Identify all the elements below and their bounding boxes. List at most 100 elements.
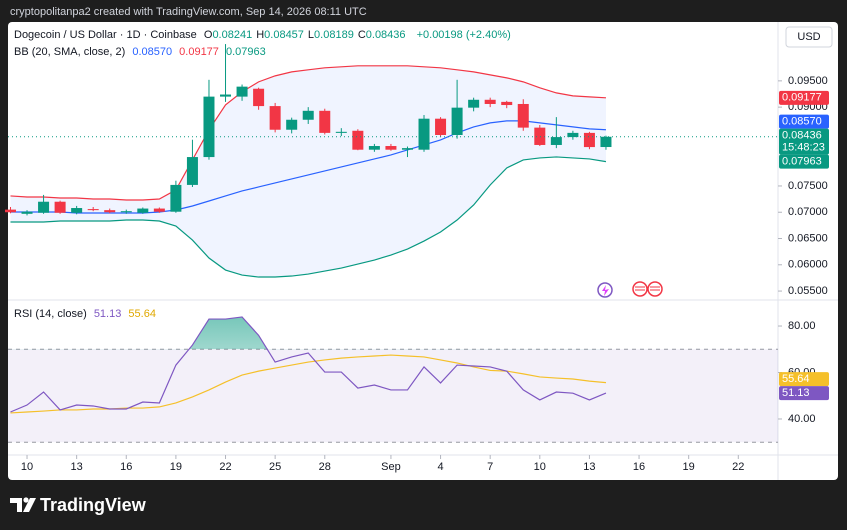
candle-body	[137, 208, 149, 213]
x-tick-label: 16	[120, 461, 132, 473]
top-bar: cryptopolitanpa2 created with TradingVie…	[10, 6, 367, 18]
x-tick-label: 22	[219, 461, 231, 473]
ohlc-key: O	[203, 29, 213, 41]
x-tick-label: 13	[71, 461, 83, 473]
candle-body	[120, 211, 132, 213]
y-tick-label: 0.07000	[788, 206, 828, 218]
y-tick-label: 40.00	[788, 413, 816, 425]
price-badge-label: 55.64	[782, 373, 810, 385]
price-badge-label: 0.08436	[782, 130, 822, 142]
bb-upper-readout: 0.09177	[179, 46, 219, 58]
brand-name: TradingView	[40, 495, 147, 515]
candle-body	[253, 88, 265, 107]
symbol-legend: Dogecoin / US Dollar · 1D · Coinbase O0.…	[14, 29, 515, 41]
candle-body	[220, 94, 232, 97]
chart-panel	[8, 22, 838, 480]
x-tick-label: 10	[534, 461, 546, 473]
candle-body	[401, 148, 413, 150]
price-badge-label: 0.09177	[782, 92, 822, 104]
x-tick-label: 22	[732, 461, 744, 473]
ohlc-readout: O0.08241 H0.08457 L0.08189 C0.08436	[204, 29, 410, 41]
candle-body	[583, 132, 595, 148]
x-tick-label: Sep	[381, 461, 401, 473]
price-badge	[779, 372, 829, 387]
candle-body	[269, 106, 281, 130]
price-badge-time: 15:48:23	[782, 142, 825, 154]
band-line	[10, 65, 607, 201]
x-tick-label: 16	[633, 461, 645, 473]
brand-logo	[10, 497, 36, 512]
events-icons[interactable]	[597, 281, 663, 298]
candle-body	[534, 127, 546, 145]
currency-button[interactable]	[785, 26, 833, 48]
candle-body	[153, 208, 165, 212]
currency-label[interactable]: USD	[797, 31, 820, 43]
band-line	[10, 156, 607, 278]
x-tick-label: 13	[583, 461, 595, 473]
candle-body	[335, 131, 347, 133]
x-tick-label: 4	[437, 461, 443, 473]
rsi-title: RSI (14, close)	[14, 308, 87, 320]
candle-body	[87, 209, 99, 211]
candle-body	[170, 184, 182, 212]
candle-body	[451, 107, 463, 135]
ohlc-value: 0.08457	[264, 29, 304, 41]
candle-body	[4, 209, 16, 213]
bb-lower-readout: 0.07963	[225, 46, 266, 58]
ohlc-key: C	[357, 29, 366, 41]
candle-body	[517, 103, 529, 128]
x-tick-label: 19	[683, 461, 695, 473]
ohlc-value: 0.08189	[314, 29, 354, 41]
candle-body	[501, 101, 513, 106]
candle-body	[368, 146, 380, 150]
price-badge	[779, 386, 829, 401]
x-tick-label: 7	[487, 461, 493, 473]
candle-body	[286, 119, 298, 130]
candle-body	[186, 157, 198, 185]
price-badge	[779, 114, 829, 129]
ohlc-value: 0.08436	[365, 29, 406, 41]
rsi-line	[10, 316, 607, 413]
candle-body	[203, 96, 215, 158]
candle-body	[71, 208, 83, 213]
price-badge	[779, 90, 829, 105]
x-tick-label: 19	[170, 461, 182, 473]
candle-body	[385, 146, 397, 150]
x-tick-label: 25	[269, 461, 281, 473]
candle-body	[468, 99, 480, 108]
rsi-legend: RSI (14, close) 51.13 55.64	[14, 308, 160, 320]
price-badge	[779, 154, 829, 169]
candle-body	[418, 118, 430, 150]
rsi-ma-readout: 55.64	[128, 308, 156, 320]
x-tick-label: 10	[21, 461, 33, 473]
y-tick-label: 0.06500	[788, 232, 828, 244]
bb-title: BB (20, SMA, close, 2)	[14, 46, 126, 58]
bb-legend: BB (20, SMA, close, 2) 0.08570 0.09177 0…	[14, 46, 270, 58]
y-tick-label: 0.07500	[788, 180, 828, 192]
candle-body	[484, 99, 496, 104]
y-tick-label: 80.00	[788, 320, 816, 332]
price-badge	[779, 128, 829, 155]
change-readout: +0.00198 (+2.40%)	[416, 29, 511, 41]
ohlc-value: 0.08241	[212, 29, 253, 41]
y-tick-label: 0.05500	[788, 285, 828, 297]
y-tick-label: 0.09500	[788, 75, 828, 87]
candle-body	[567, 132, 579, 138]
candle-body	[435, 118, 447, 135]
bb-basis-readout: 0.08570	[132, 46, 173, 58]
rsi-readout: 51.13	[93, 308, 122, 320]
x-tick-label: 28	[319, 461, 331, 473]
candle-body	[600, 136, 612, 148]
candle-body	[550, 137, 562, 145]
candle-body	[54, 201, 66, 213]
price-badge-label: 0.07963	[782, 156, 822, 168]
candle-body	[21, 211, 33, 214]
candle-body	[38, 201, 50, 213]
candle-body	[352, 130, 364, 150]
candle-body	[236, 86, 248, 97]
price-badge-label: 0.08570	[782, 116, 822, 128]
rsi-band	[8, 349, 778, 443]
ohlc-key: H	[256, 29, 265, 41]
